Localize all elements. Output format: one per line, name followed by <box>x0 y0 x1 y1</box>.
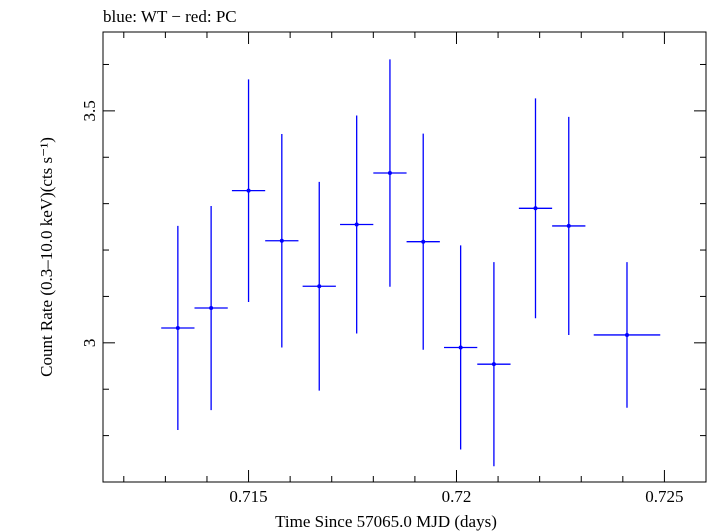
y-axis-label: Count Rate (0.3–10.0 keV)(cts s⁻¹) <box>37 137 56 377</box>
point-marker <box>209 306 214 311</box>
point-marker <box>279 238 284 243</box>
y-tick-label: 3 <box>80 339 99 348</box>
plot-frame <box>102 31 707 483</box>
point-marker <box>175 325 180 330</box>
data-point <box>302 181 336 391</box>
data-point <box>231 79 266 302</box>
y-tick-label: 3.5 <box>80 100 99 121</box>
x-tick-label: 0.715 <box>229 487 267 506</box>
data-point <box>265 134 299 348</box>
data-point <box>477 262 511 467</box>
point-marker <box>354 222 359 227</box>
point-marker <box>491 362 496 367</box>
data-point <box>552 116 586 335</box>
data-point <box>406 133 440 350</box>
data-points <box>161 59 661 467</box>
point-marker <box>387 171 392 176</box>
point-marker <box>533 206 538 211</box>
data-point <box>593 262 661 408</box>
x-axis-ticks: 0.715 0.72 0.725 <box>123 32 684 506</box>
point-marker <box>317 284 322 289</box>
data-point <box>518 98 553 319</box>
x-tick-label: 0.725 <box>645 487 683 506</box>
data-point <box>444 245 478 450</box>
point-marker <box>421 239 426 244</box>
point-marker <box>624 332 629 337</box>
data-point <box>373 59 407 287</box>
point-marker <box>566 223 571 228</box>
y-axis-ticks: 33.5 <box>80 63 706 437</box>
point-marker <box>458 345 463 350</box>
data-point <box>161 225 195 431</box>
x-tick-label: 0.72 <box>442 487 472 506</box>
x-axis-label: Time Since 57065.0 MJD (days) <box>275 512 497 531</box>
point-marker <box>246 188 251 193</box>
chart-title: blue: WT − red: PC <box>103 7 237 26</box>
data-point <box>340 115 374 334</box>
data-point <box>194 205 228 411</box>
